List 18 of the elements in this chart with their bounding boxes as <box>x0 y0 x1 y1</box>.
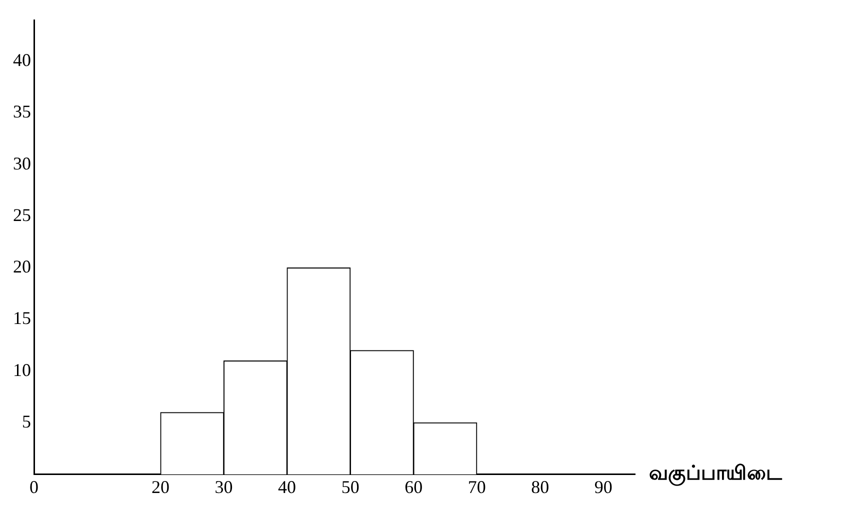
x-tick-label: 60 <box>404 476 423 497</box>
x-tick-label: 80 <box>531 476 550 497</box>
y-tick-label: 5 <box>22 412 31 432</box>
x-tick-label: 70 <box>468 476 486 497</box>
y-tick-label: 25 <box>13 204 31 225</box>
x-axis-title: வகுப்பாயிடை <box>649 460 783 487</box>
y-tick-label: 40 <box>13 50 31 70</box>
y-tick-label: 10 <box>13 360 31 380</box>
x-tick-label: 40 <box>278 476 296 497</box>
y-tick-label: 20 <box>13 256 31 277</box>
x-tick-label: 90 <box>594 476 612 497</box>
y-tick-label: 35 <box>13 102 31 122</box>
x-tick-label: 50 <box>341 476 360 497</box>
x-tick-label: 20 <box>152 476 170 497</box>
y-tick-label: 30 <box>13 153 31 174</box>
x-tick-label: 30 <box>214 476 233 497</box>
y-tick-label: 15 <box>13 308 31 328</box>
x-tick-label: 0 <box>30 476 38 497</box>
